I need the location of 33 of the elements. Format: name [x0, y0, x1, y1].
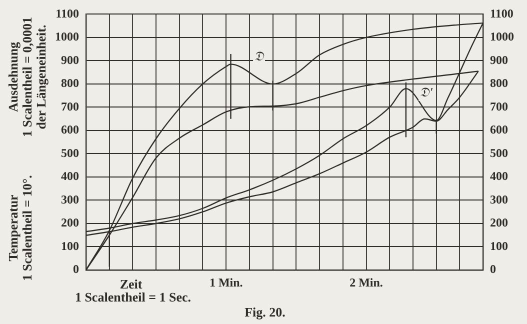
y2-tick-label: 400 — [490, 169, 508, 184]
y-tick-label: 1000 — [55, 30, 79, 44]
y2-tick-label: 1000 — [490, 30, 514, 44]
text: 1 Scalentheil = 1 Sec. — [74, 289, 192, 304]
y-tick-label: 1100 — [56, 6, 79, 20]
y2-tick-label: 900 — [490, 52, 508, 67]
text: Temperatur 1 Scalentheil = 10°. — [5, 175, 34, 281]
y2-tick-label: 1100 — [490, 6, 514, 20]
y-tick-label: 600 — [61, 122, 79, 137]
y-tick-label: 300 — [61, 192, 79, 206]
y2-tick-label: 800 — [490, 76, 508, 90]
y-tick-label: 700 — [61, 99, 79, 114]
y2-tick-label: 0 — [490, 262, 496, 276]
y-tick-label: 0 — [73, 262, 79, 276]
y-tick-label: 900 — [61, 52, 79, 67]
annotation: 𝔇′ — [420, 84, 433, 100]
y-tick-label: 100 — [61, 238, 79, 253]
y2-tick-label: 500 — [490, 146, 508, 160]
caption: Fig. 20. — [244, 304, 286, 320]
y-axis-title: Ausdehnung 1 Scalentheil = 0,0001 der Längeneinheit. — [5, 16, 48, 138]
y-tick-label: 200 — [61, 216, 79, 230]
annotation: 𝔇 — [254, 48, 265, 64]
y2-tick-label: 300 — [490, 192, 508, 206]
y2-tick-label: 700 — [490, 99, 508, 114]
y2-tick-label: 600 — [490, 122, 508, 137]
y-tick-label: 400 — [61, 169, 79, 184]
y-tick-label: 500 — [61, 146, 79, 160]
x-tick-label: 2 Min. — [350, 275, 383, 290]
y2-tick-label: 100 — [490, 238, 508, 253]
x-axis-title: Zeit — [120, 276, 143, 292]
y2-tick-label: 200 — [490, 216, 508, 230]
x-tick-label: 1 Min. — [209, 275, 243, 290]
y-tick-label: 800 — [61, 76, 79, 90]
